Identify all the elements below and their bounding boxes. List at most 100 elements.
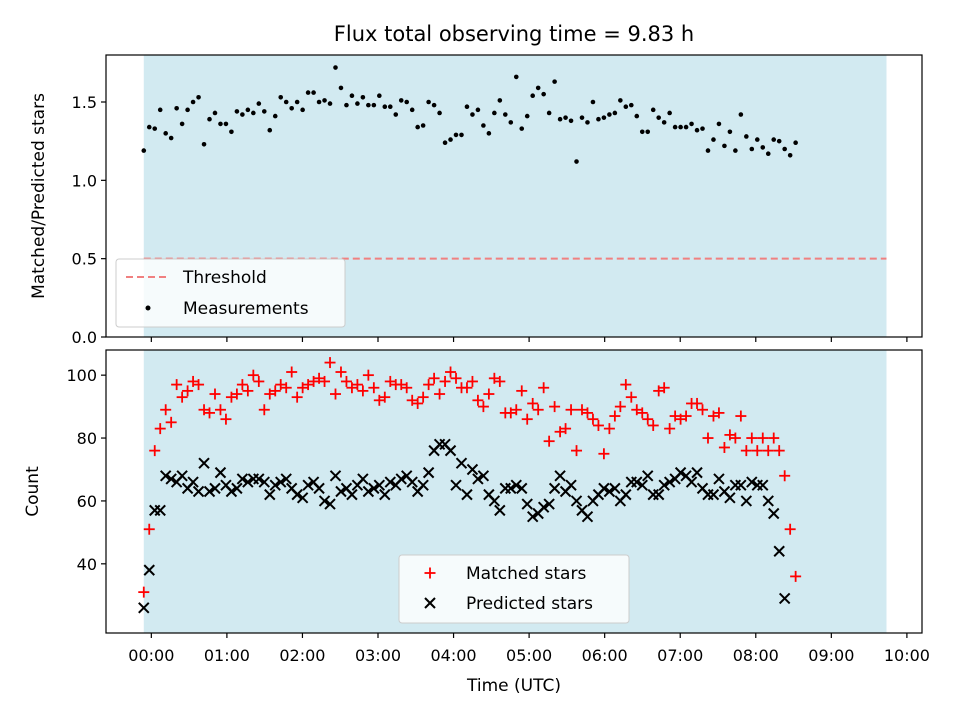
matched-star-point xyxy=(143,523,155,535)
matched-star-point xyxy=(483,388,495,400)
matched-star-point xyxy=(324,357,336,369)
predicted-star-point xyxy=(603,485,616,498)
predicted-star-point xyxy=(313,482,325,495)
matched-star-point xyxy=(280,382,292,394)
predicted-star-point xyxy=(488,495,501,507)
x-axis-label: Time (UTC) xyxy=(466,676,561,696)
top-x-axis-ticks xyxy=(150,337,908,342)
matched-star-point xyxy=(642,413,654,425)
measurement-point xyxy=(661,120,667,125)
matched-star-point xyxy=(746,432,758,444)
measurement-point xyxy=(409,107,415,113)
measurement-points xyxy=(141,65,798,164)
predicted-star-point xyxy=(461,488,473,501)
matched-star-point xyxy=(718,441,730,453)
predicted-star-point xyxy=(735,479,747,491)
measurement-point xyxy=(541,91,546,97)
matched-star-point xyxy=(768,432,780,444)
matched-star-point xyxy=(160,404,172,416)
predicted-star-point xyxy=(494,504,506,517)
measurement-point xyxy=(513,74,519,80)
predicted-star-point xyxy=(318,495,331,507)
predicted-star-point xyxy=(231,482,243,495)
top-legend: Threshold Measurements xyxy=(115,258,346,328)
matched-star-point xyxy=(664,423,676,435)
bottom-y-tick-label: 40 xyxy=(77,555,97,574)
matched-star-point xyxy=(587,413,599,425)
measurement-point xyxy=(333,65,338,70)
x-tick-label: 04:00 xyxy=(431,646,477,665)
matched-star-point xyxy=(165,416,177,428)
measurement-point xyxy=(760,145,766,150)
matched-star-point xyxy=(729,432,741,444)
measurement-point xyxy=(174,105,179,111)
measurement-point xyxy=(382,104,388,109)
measurement-point xyxy=(404,99,410,105)
matched-star-point xyxy=(193,379,205,391)
predicted-star-point xyxy=(275,476,287,488)
measurement-point xyxy=(163,131,168,136)
measurement-point xyxy=(634,113,640,119)
matched-star-point xyxy=(494,375,506,387)
predicted-star-point xyxy=(691,466,703,479)
predicted-star-point xyxy=(516,482,528,495)
matched-star-point xyxy=(335,366,347,378)
measurement-point xyxy=(420,123,426,128)
x-tick-label: 01:00 xyxy=(204,646,250,665)
measurement-point xyxy=(563,115,568,120)
measurement-point xyxy=(322,98,327,103)
predicted-star-point xyxy=(570,495,583,507)
bottom-y-axis-ticks: 40 60 80 100 xyxy=(66,366,106,574)
measurement-point xyxy=(349,93,355,99)
measurement-point xyxy=(267,127,273,133)
matched-star-point xyxy=(269,385,281,397)
matched-star-point xyxy=(740,445,752,457)
predicted-star-point xyxy=(258,476,270,488)
matched-star-point xyxy=(176,391,188,403)
predicted-star-point xyxy=(444,444,457,457)
predicted-star-point xyxy=(565,479,577,491)
matched-star-point xyxy=(713,407,725,419)
measurement-point xyxy=(568,118,574,124)
matched-star-point xyxy=(538,382,550,394)
legend-predicted-label: Predicted stars xyxy=(466,594,593,614)
matched-star-point xyxy=(428,372,440,384)
matched-star-point xyxy=(214,404,226,416)
measurement-point xyxy=(190,99,196,105)
predicted-star-point xyxy=(362,485,375,498)
top-y-tick-label: 1.5 xyxy=(72,93,97,112)
matched-star-point xyxy=(614,401,626,413)
measurement-point xyxy=(557,116,563,122)
measurement-point xyxy=(168,135,174,141)
top-y-axis-ticks: 0.0 0.5 1.0 1.5 xyxy=(72,93,106,347)
predicted-star-point xyxy=(581,510,594,523)
matched-star-point xyxy=(357,385,369,397)
x-tick-label: 02:00 xyxy=(279,646,325,665)
measurement-point xyxy=(327,101,333,106)
measurement-point xyxy=(179,121,185,127)
predicted-star-point xyxy=(778,592,791,605)
matched-star-point xyxy=(581,407,593,419)
measurement-point xyxy=(700,126,705,131)
measurement-point xyxy=(360,95,366,100)
matched-star-point xyxy=(286,366,298,378)
predicted-star-point xyxy=(762,495,774,507)
predicted-star-point xyxy=(159,470,172,482)
x-tick-label: 09:00 xyxy=(808,646,854,665)
legend-predicted-marker xyxy=(424,597,436,609)
measurement-point xyxy=(486,131,492,136)
matched-star-point xyxy=(253,375,265,387)
measurement-point xyxy=(689,121,694,127)
predicted-star-point xyxy=(329,470,342,482)
measurement-point xyxy=(371,102,377,108)
matched-star-point xyxy=(560,423,572,435)
measurement-point xyxy=(146,124,152,130)
predicted-star-point xyxy=(280,473,292,485)
measurement-point xyxy=(185,107,190,113)
bottom-y-tick-label: 80 xyxy=(77,429,97,448)
matched-star-point xyxy=(182,385,194,397)
matched-star-point xyxy=(609,410,621,422)
predicted-star-point xyxy=(422,466,435,479)
measurement-point xyxy=(574,159,579,164)
predicted-star-point xyxy=(417,479,429,491)
